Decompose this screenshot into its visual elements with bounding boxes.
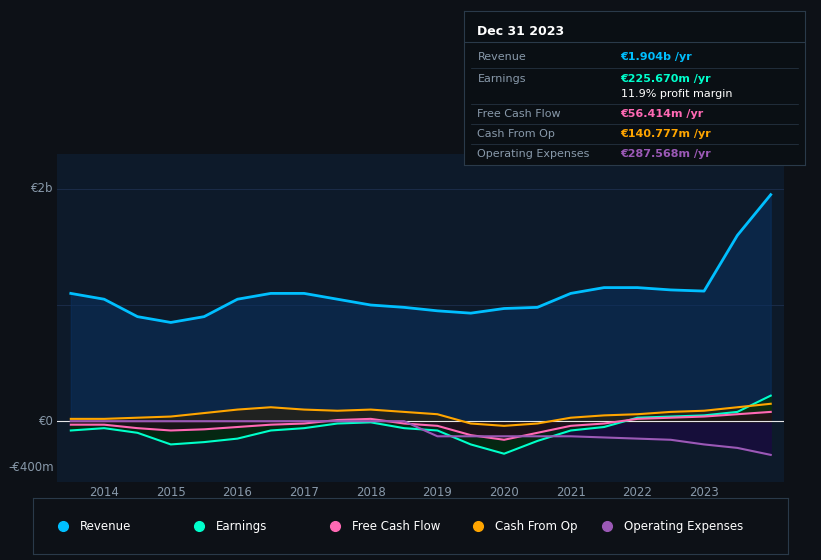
Text: €140.777m /yr: €140.777m /yr: [621, 129, 711, 139]
Text: €1.904b /yr: €1.904b /yr: [621, 53, 692, 62]
Text: Revenue: Revenue: [478, 53, 526, 62]
Text: Cash From Op: Cash From Op: [495, 520, 578, 533]
Text: Operating Expenses: Operating Expenses: [623, 520, 743, 533]
Text: Revenue: Revenue: [80, 520, 131, 533]
Text: €56.414m /yr: €56.414m /yr: [621, 109, 704, 119]
Text: Free Cash Flow: Free Cash Flow: [478, 109, 561, 119]
Text: 11.9% profit margin: 11.9% profit margin: [621, 90, 732, 99]
Text: €0: €0: [39, 415, 54, 428]
Text: Dec 31 2023: Dec 31 2023: [478, 25, 565, 38]
Text: Earnings: Earnings: [216, 520, 267, 533]
Text: €287.568m /yr: €287.568m /yr: [621, 150, 711, 160]
Text: -€400m: -€400m: [8, 461, 54, 474]
Text: Cash From Op: Cash From Op: [478, 129, 555, 139]
Text: Earnings: Earnings: [478, 74, 526, 84]
Text: €2b: €2b: [31, 183, 54, 195]
Text: Operating Expenses: Operating Expenses: [478, 150, 589, 160]
Text: €225.670m /yr: €225.670m /yr: [621, 74, 711, 84]
Text: Free Cash Flow: Free Cash Flow: [351, 520, 440, 533]
